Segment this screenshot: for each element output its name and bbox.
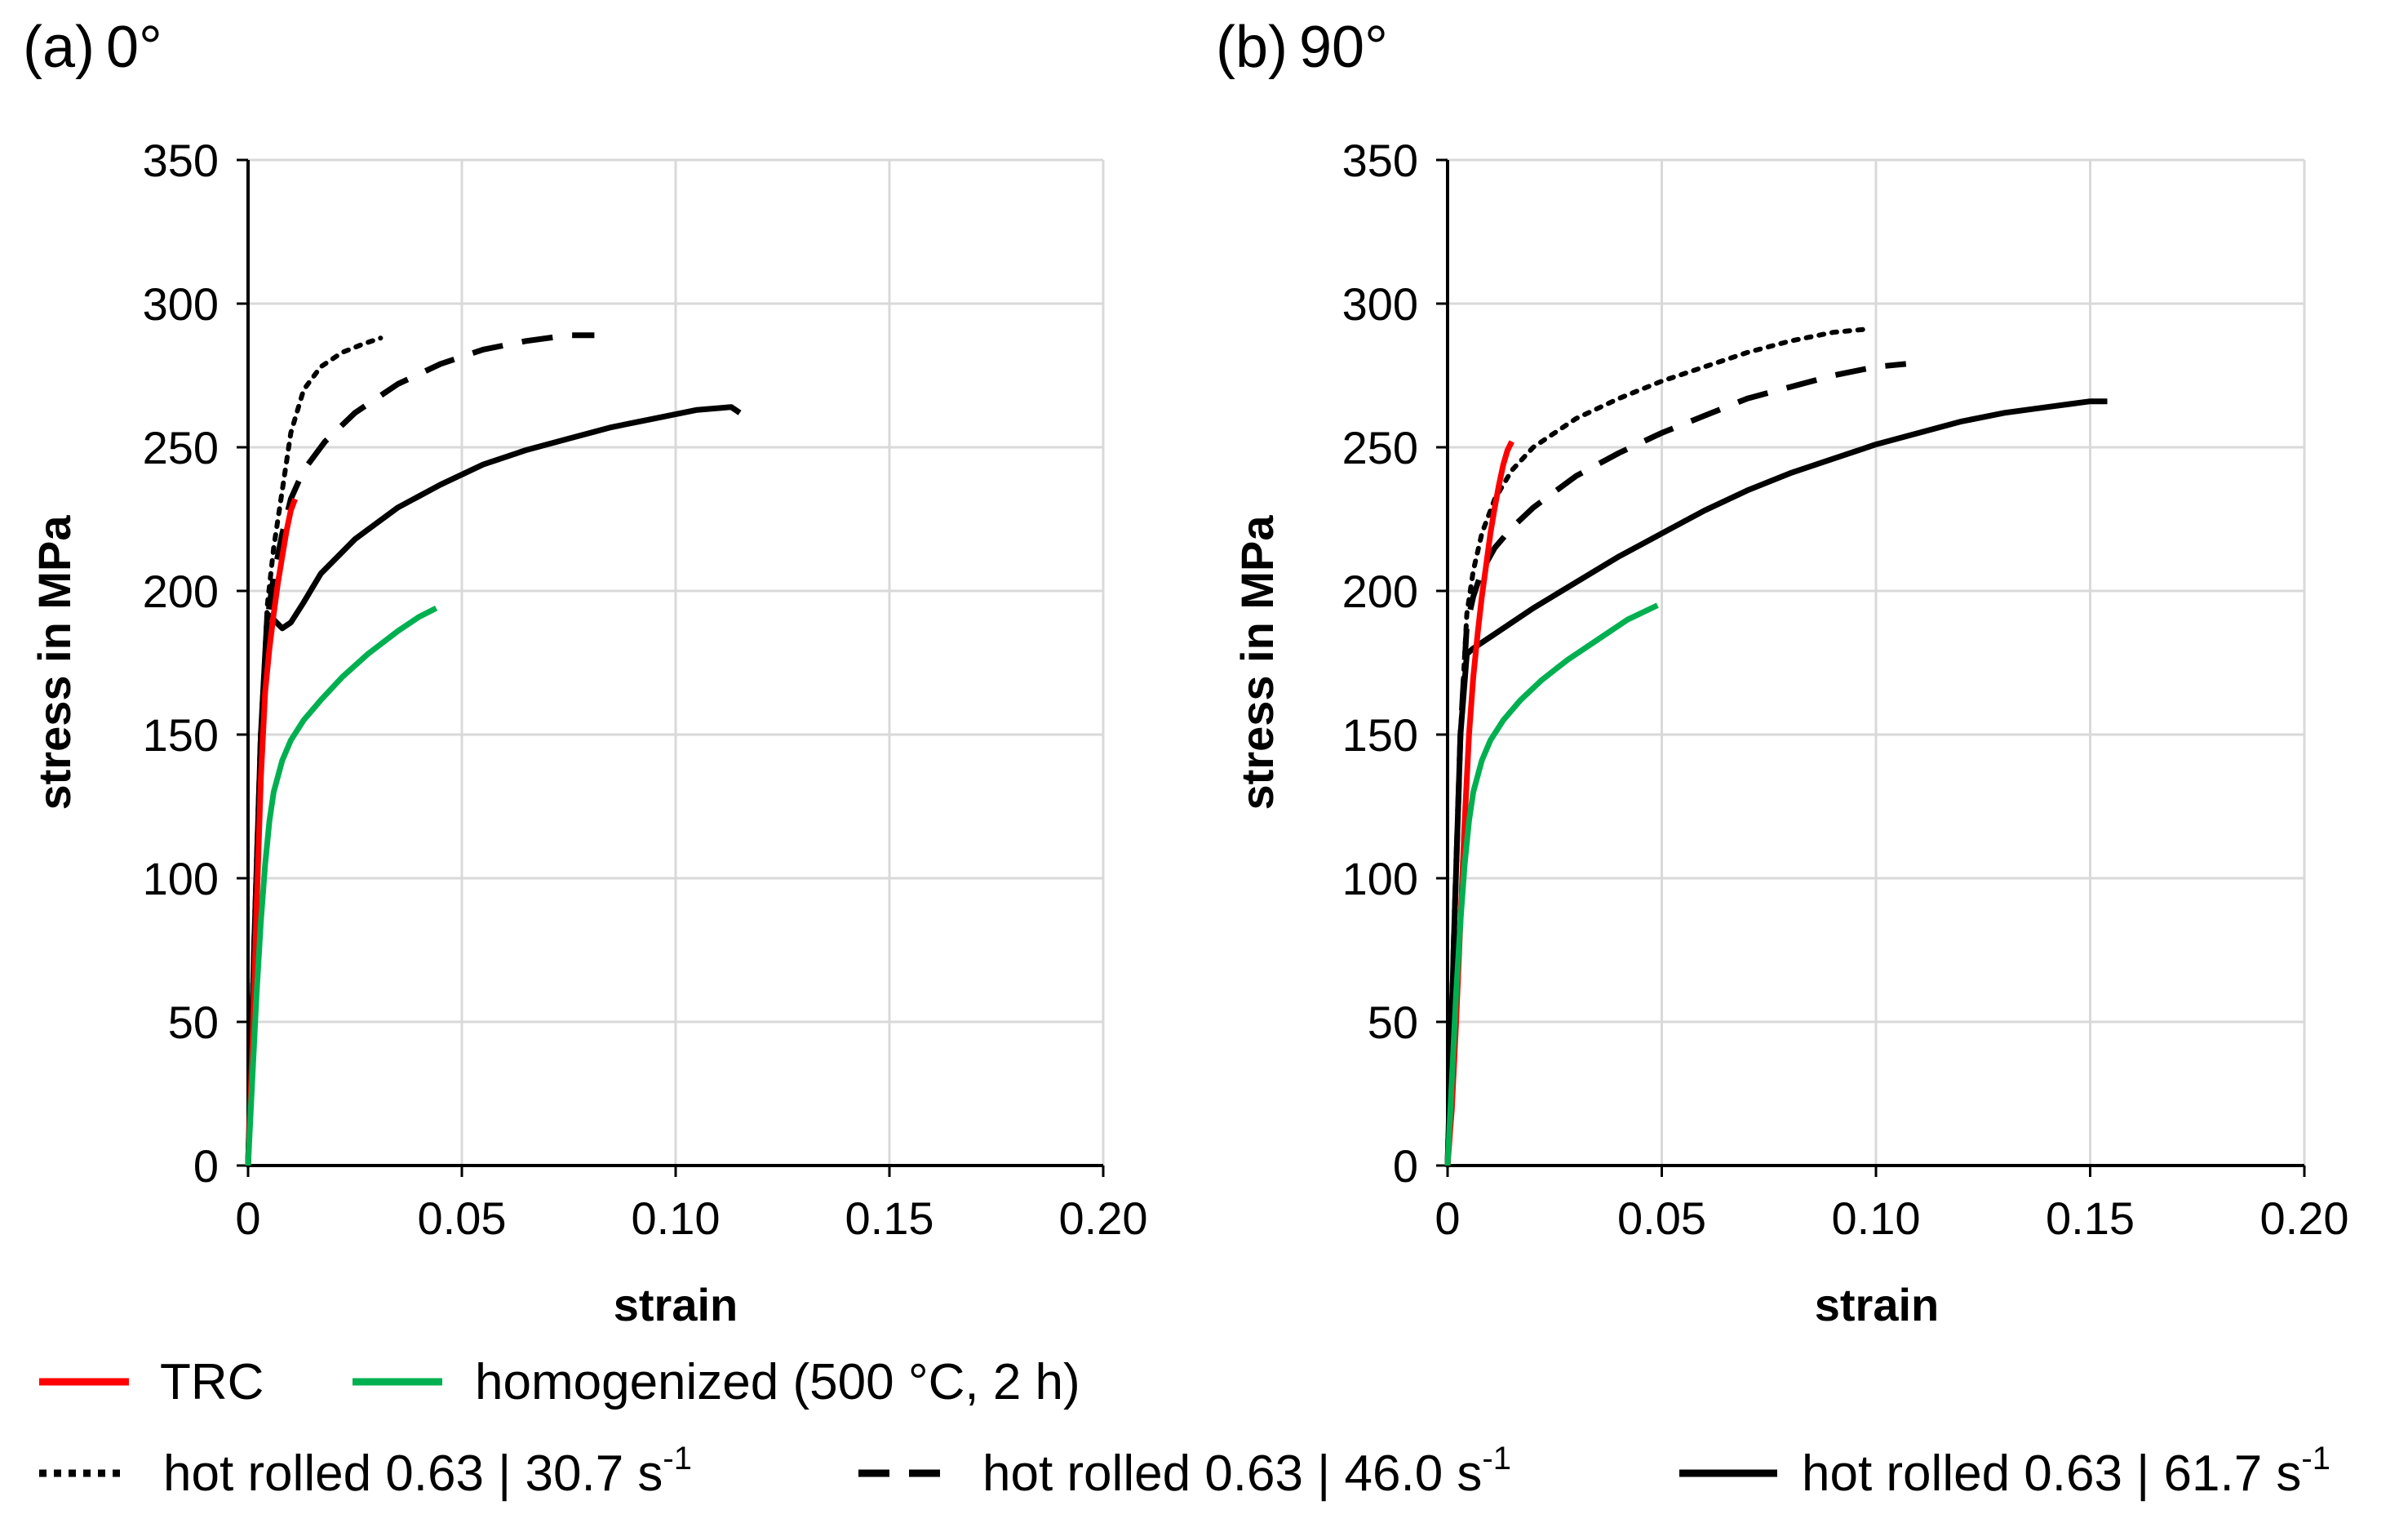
panel-b-grid <box>1448 158 2306 1166</box>
panel-b-ytick-label-1: 50 <box>1368 997 1418 1048</box>
panel-b-axes <box>1436 158 2306 1177</box>
legend-label-hot-rolled-30-7: hot rolled 0.63 | 30.7 s-1 <box>163 1441 692 1502</box>
panel-a-ytick-label-5: 250 <box>143 422 219 473</box>
panel-b-ytick-label-7: 350 <box>1342 135 1418 186</box>
panel-b-plot: 0 50 100 150 200 250 300 350 0 0.05 0.10 0.15 0.20 s… <box>1231 135 2349 1330</box>
panel-a-ytick-label-3: 150 <box>143 709 219 761</box>
panel-b-ticks: 0 50 100 150 200 250 300 350 0 0.05 0.10 0.15 0.20 <box>1342 135 2349 1244</box>
legend-label-hot-rolled-61-7: hot rolled 0.63 | 61.7 s-1 <box>1802 1441 2330 1502</box>
panel-a-xtick-label-2: 0.10 <box>632 1192 721 1244</box>
panel-a-series <box>245 332 742 1168</box>
panel-a-xtick-label-3: 0.15 <box>845 1192 934 1244</box>
legend-label-homogenized: homogenized (500 °C, 2 h) <box>475 1354 1080 1410</box>
panel-b-series-hot-rolled-0-63-30-7-s-1 <box>1445 326 1866 1168</box>
panel-b-label: (b) <box>1216 15 1288 80</box>
panel-a-ytick-label-2: 100 <box>143 853 219 904</box>
panel-a-ytick-label-6: 300 <box>143 278 219 330</box>
panel-a-axes <box>237 158 1105 1177</box>
panel-b-ytick-label-4: 200 <box>1342 566 1418 617</box>
panel-a-series-homogenized-500-c-2-h <box>245 605 438 1166</box>
panel-a-series-trc <box>245 498 298 1166</box>
legend-sup-hot-rolled-46-0: -1 <box>1482 1441 1511 1476</box>
panel-b-xtick-label-3: 0.15 <box>2046 1192 2135 1244</box>
panel-b-ylabel: stress in MPa <box>1231 515 1283 810</box>
legend-label-trc: TRC <box>160 1354 264 1410</box>
panel-b-series-homogenized-500-c-2-h <box>1444 602 1659 1166</box>
panel-b-title: (b) 90° <box>1216 15 1388 80</box>
panel-a-title: (a) 0° <box>23 15 162 80</box>
panel-a-series-hot-rolled-0-63-61-7-s-1 <box>245 404 742 1166</box>
panel-a-ytick-label-4: 200 <box>143 566 219 617</box>
panel-a-series-hot-rolled-0-63-30-7-s-1 <box>246 335 384 1168</box>
panel-b-ytick-label-5: 250 <box>1342 422 1418 473</box>
panel-b-ytick-label-6: 300 <box>1342 278 1418 330</box>
legend-text-hot-rolled-30-7: hot rolled 0.63 | 30.7 s <box>163 1445 663 1502</box>
panel-b-ytick-label-2: 100 <box>1342 853 1418 904</box>
panel-b-series-hot-rolled-0-63-46-0-s-1 <box>1444 361 1907 1166</box>
legend-text-hot-rolled-46-0: hot rolled 0.63 | 46.0 s <box>982 1445 1482 1502</box>
legend-sup-hot-rolled-61-7: -1 <box>2301 1441 2330 1476</box>
panel-a-xtick-label-0: 0 <box>235 1192 260 1244</box>
panel-a-grid <box>248 158 1105 1166</box>
panel-a-ytick-label-7: 350 <box>143 135 219 186</box>
panel-b-ytick-label-0: 0 <box>1393 1140 1418 1192</box>
panel-a-series-hot-rolled-0-63-46-0-s-1 <box>245 332 595 1166</box>
panel-b-angle: 90° <box>1299 15 1388 80</box>
panel-a-xtick-label-4: 0.20 <box>1059 1192 1148 1244</box>
panel-a-xlabel: strain <box>614 1279 738 1330</box>
panel-b-xtick-label-4: 0.20 <box>2260 1192 2349 1244</box>
panel-b-xtick-label-2: 0.10 <box>1832 1192 1921 1244</box>
panel-b-series-hot-rolled-0-63-61-7-s-1 <box>1444 398 2108 1166</box>
panel-a-angle: 0° <box>106 15 162 80</box>
panel-b-xtick-label-1: 0.05 <box>1617 1192 1706 1244</box>
panel-a-ticks: 0 50 100 150 200 250 300 350 0 0.05 0.10 0.15 0.20 <box>143 135 1148 1244</box>
legend-sup-hot-rolled-30-7: -1 <box>663 1441 692 1476</box>
panel-a-ylabel: stress in MPa <box>29 515 80 810</box>
panel-b-xtick-label-0: 0 <box>1435 1192 1460 1244</box>
panel-b-xlabel: strain <box>1815 1279 1940 1330</box>
panel-a-label: (a) <box>23 15 95 80</box>
legend-text-hot-rolled-61-7: hot rolled 0.63 | 61.7 s <box>1802 1445 2301 1502</box>
panel-b-series <box>1444 326 2108 1168</box>
panel-b-ytick-label-3: 150 <box>1342 709 1418 761</box>
legend-label-hot-rolled-46-0: hot rolled 0.63 | 46.0 s-1 <box>982 1441 1511 1502</box>
panel-a-xtick-label-1: 0.05 <box>418 1192 507 1244</box>
legend: TRC homogenized (500 °C, 2 h) hot rolled… <box>39 1354 2330 1502</box>
panel-a-plot: 0 50 100 150 200 250 300 350 0 0.05 0.10 0.15 0.20 s… <box>29 135 1148 1330</box>
panel-a-ytick-label-0: 0 <box>193 1140 219 1192</box>
panel-a-ytick-label-1: 50 <box>168 997 219 1048</box>
